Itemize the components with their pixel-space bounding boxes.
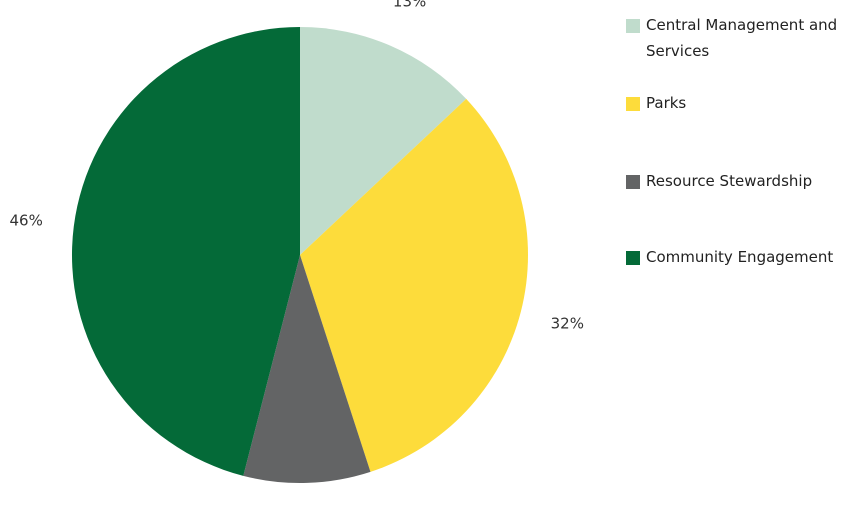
pie-percent-label-2: 32% bbox=[551, 315, 584, 333]
pie-percent-label-4: 46% bbox=[10, 211, 43, 229]
pie-slice-3 bbox=[243, 255, 371, 484]
pie-slice-1 bbox=[300, 27, 467, 255]
pie-percent-labels: 13% 32% 9% 46% bbox=[10, 0, 584, 525]
legend-label-central-management: Central Management and Services bbox=[646, 16, 838, 60]
pie-percent-label-3: 9% bbox=[297, 522, 321, 525]
pie-slice-4 bbox=[71, 26, 301, 476]
legend-label-community-engagement: Community Engagement bbox=[646, 248, 834, 266]
legend-swatch-central-management bbox=[626, 19, 640, 33]
legend-swatch-community-engagement bbox=[626, 251, 640, 265]
pie-slice-2 bbox=[300, 98, 528, 472]
legend-label-resource-stewardship: Resource Stewardship bbox=[646, 172, 813, 190]
legend-swatch-resource-stewardship bbox=[626, 175, 640, 189]
legend-label-parks: Parks bbox=[646, 94, 687, 112]
pie-slices bbox=[71, 26, 528, 484]
legend-swatch-parks bbox=[626, 97, 640, 111]
pie-percent-label-1: 13% bbox=[393, 0, 426, 11]
